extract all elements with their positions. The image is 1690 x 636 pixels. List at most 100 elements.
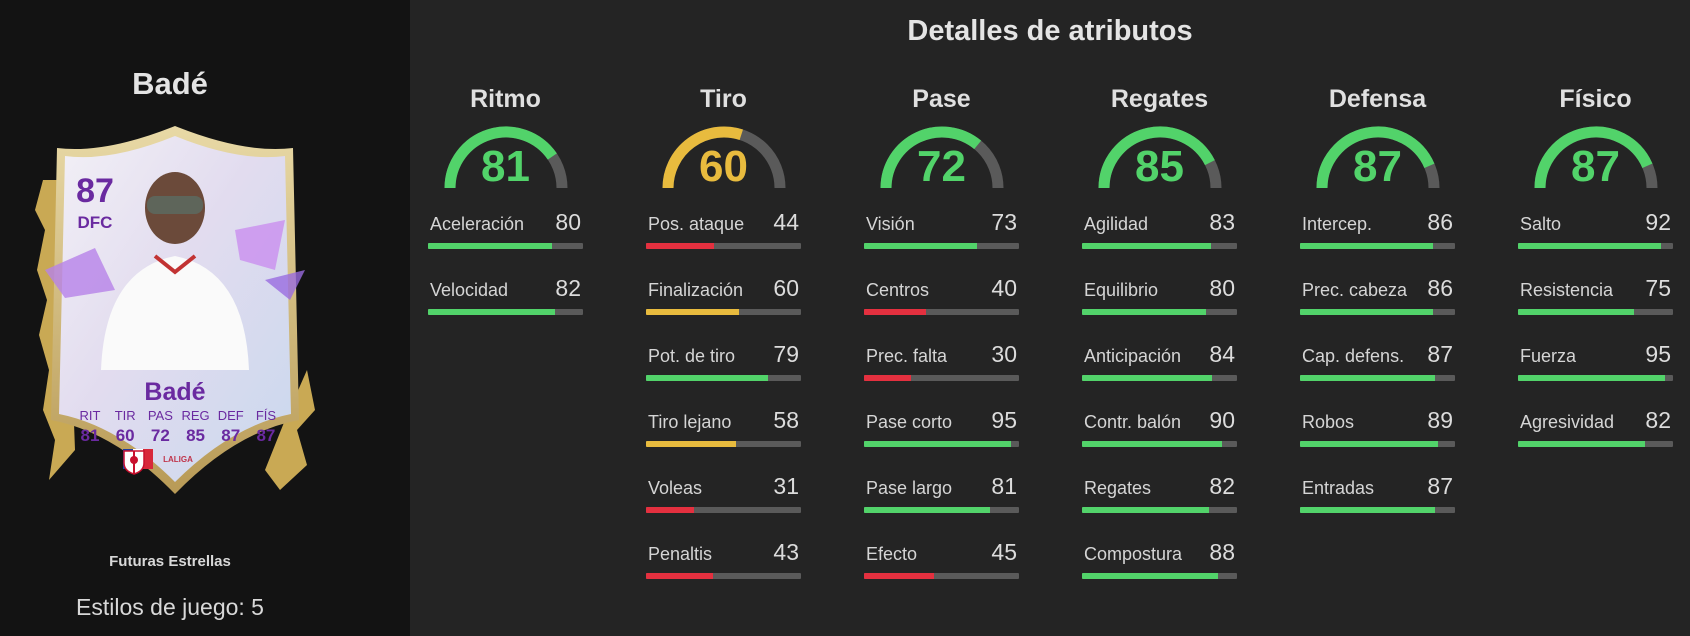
playstyles-count[interactable]: Estilos de juego: 5	[76, 594, 264, 620]
attribute-name: Agresividad	[1520, 412, 1615, 432]
category-column: Físico 87 Salto 92 Resistencia 75 Fuerza 95 Agre…	[1518, 82, 1673, 470]
attribute-row[interactable]: Contr. balón 90	[1082, 404, 1237, 470]
card-stat-value: 85	[186, 426, 206, 445]
attribute-bar	[1518, 375, 1673, 381]
attribute-value: 82	[1209, 473, 1235, 499]
attribute-row[interactable]: Finalización 60	[646, 272, 801, 338]
attribute-row[interactable]: Agilidad 83	[1082, 206, 1237, 272]
attribute-bar-fill	[1518, 309, 1635, 315]
attribute-list: Agilidad 83 Equilibrio 80 Anticipación 84 Cont…	[1082, 206, 1237, 602]
card-version-label: Futuras Estrellas	[109, 553, 231, 570]
category-gauge: 85	[1095, 120, 1225, 194]
attribute-bar	[1300, 507, 1455, 513]
attribute-row[interactable]: Pase largo 81	[864, 470, 1019, 536]
attribute-row[interactable]: Agresividad 82	[1518, 404, 1673, 470]
attribute-row[interactable]: Fuerza 95	[1518, 338, 1673, 404]
attribute-row[interactable]: Visión 73	[864, 206, 1019, 272]
attribute-value: 60	[773, 275, 799, 301]
attribute-bar	[1082, 441, 1237, 447]
attribute-row[interactable]: Aceleración 80	[428, 206, 583, 272]
attribute-value: 75	[1645, 275, 1671, 301]
attribute-bar	[864, 507, 1019, 513]
attribute-bar	[1300, 375, 1455, 381]
card-stat-label: PAS	[147, 408, 173, 423]
attribute-row[interactable]: Pase corto 95	[864, 404, 1019, 470]
attribute-row[interactable]: Entradas 87	[1300, 470, 1455, 536]
attribute-name: Visión	[866, 214, 915, 234]
attribute-bar	[428, 309, 583, 315]
attribute-name: Pase corto	[866, 412, 953, 432]
attribute-row[interactable]: Tiro lejano 58	[646, 404, 801, 470]
attribute-bar	[1518, 243, 1673, 249]
category-name: Ritmo	[470, 85, 541, 113]
attribute-row[interactable]: Resistencia 75	[1518, 272, 1673, 338]
attribute-row[interactable]: Prec. falta 30	[864, 338, 1019, 404]
attribute-row[interactable]: Salto 92	[1518, 206, 1673, 272]
player-card[interactable]: 87 DFC Badé RIT 81 TIR 60 PAS 72 REG 85 DEF 8…	[35, 120, 315, 500]
category-column: Ritmo 81 Aceleración 80 Velocidad 82	[428, 82, 583, 338]
category-column: Pase 72 Visión 73 Centros 40 Prec. falta 30 Pase…	[864, 82, 1019, 602]
attribute-row[interactable]: Equilibrio 80	[1082, 272, 1237, 338]
card-stat-value: 87	[221, 426, 241, 445]
attribute-bar-fill	[646, 243, 715, 249]
attribute-bar	[864, 375, 1019, 381]
attribute-bar	[1082, 573, 1237, 579]
category-gauge: 87	[1313, 120, 1443, 194]
attribute-bar-fill	[864, 507, 990, 513]
attribute-row[interactable]: Centros 40	[864, 272, 1019, 338]
attribute-value: 81	[991, 473, 1017, 499]
attribute-bar	[1300, 243, 1455, 249]
attribute-row[interactable]: Cap. defens. 87	[1300, 338, 1455, 404]
attribute-bar	[864, 573, 1019, 579]
category-column: Tiro 60 Pos. ataque 44 Finalización 60 Pot. de…	[646, 82, 801, 602]
attribute-row[interactable]: Prec. cabeza 86	[1300, 272, 1455, 338]
card-rating: 87	[76, 172, 114, 210]
category-value: 72	[917, 142, 966, 191]
card-position: DFC	[77, 213, 113, 232]
category-name: Defensa	[1328, 85, 1427, 113]
attribute-value: 89	[1427, 407, 1453, 433]
attribute-bar-fill	[1518, 375, 1666, 381]
attribute-bar	[1518, 441, 1673, 447]
attribute-row[interactable]: Robos 89	[1300, 404, 1455, 470]
attribute-bar-fill	[646, 309, 739, 315]
category-name: Regates	[1110, 85, 1209, 113]
attribute-value: 80	[555, 209, 581, 235]
attribute-value: 79	[773, 341, 799, 367]
attribute-row[interactable]: Compostura 88	[1082, 536, 1237, 602]
attribute-bar-fill	[1082, 441, 1222, 447]
gauge-fill	[1098, 126, 1215, 189]
panel-title: Detalles de atributos	[907, 15, 1193, 47]
attribute-bar-fill	[1082, 573, 1219, 579]
attribute-value: 45	[991, 539, 1017, 565]
attribute-bar-fill	[428, 243, 552, 249]
attribute-bar	[864, 309, 1019, 315]
attribute-value: 86	[1427, 209, 1453, 235]
attribute-row[interactable]: Efecto 45	[864, 536, 1019, 602]
attribute-row[interactable]: Pot. de tiro 79	[646, 338, 801, 404]
attribute-row[interactable]: Voleas 31	[646, 470, 801, 536]
player-mask	[147, 196, 203, 214]
attribute-name: Entradas	[1302, 478, 1375, 498]
attribute-row[interactable]: Pos. ataque 44	[646, 206, 801, 272]
attribute-list: Visión 73 Centros 40 Prec. falta 30 Pase corto…	[864, 206, 1019, 602]
attribute-name: Pase largo	[866, 478, 953, 498]
attribute-row[interactable]: Penaltis 43	[646, 536, 801, 602]
attribute-row[interactable]: Intercep. 86	[1300, 206, 1455, 272]
attribute-bar-fill	[1300, 309, 1434, 315]
category-column: Regates 85 Agilidad 83 Equilibrio 80 Anticipac…	[1082, 82, 1237, 602]
card-stat-value: 81	[80, 426, 100, 445]
attribute-row[interactable]: Anticipación 84	[1082, 338, 1237, 404]
card-stat: FÍS 87	[249, 408, 283, 446]
attribute-value: 90	[1209, 407, 1235, 433]
category-name: Físico	[1559, 85, 1632, 113]
attribute-bar	[1082, 375, 1237, 381]
attribute-row[interactable]: Velocidad 82	[428, 272, 583, 338]
card-stat-label: DEF	[217, 408, 244, 423]
attribute-value: 84	[1209, 341, 1235, 367]
attribute-name: Equilibrio	[1084, 280, 1159, 300]
attribute-bar-fill	[864, 309, 926, 315]
attribute-row[interactable]: Regates 82	[1082, 470, 1237, 536]
category-name: Pase	[912, 85, 971, 113]
attribute-bar-fill	[1518, 243, 1661, 249]
